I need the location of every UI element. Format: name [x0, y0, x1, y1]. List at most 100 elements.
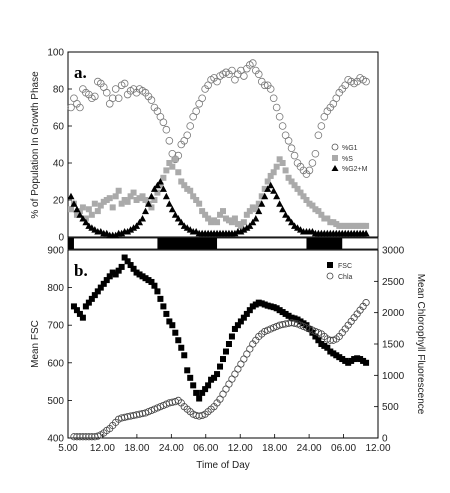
panel-a-g1-point	[272, 103, 281, 112]
panel-b-fsc-point	[187, 374, 194, 381]
panel-b-chla-point	[73, 433, 81, 441]
panel-a-s-point	[288, 178, 295, 185]
panel-b-fsc-point	[231, 325, 238, 332]
panel-a-s-point	[91, 200, 98, 207]
panel-a-s-point	[166, 160, 173, 166]
panel-a-g1-point	[76, 103, 84, 112]
panel-a-s-point	[291, 182, 298, 189]
panel-a-s-point	[273, 163, 280, 170]
panel-a-g1-point	[275, 112, 284, 121]
panel-a-g1-point	[305, 166, 314, 175]
panel-a-g2m-point	[67, 192, 75, 200]
panel-b-chla-point	[284, 319, 293, 327]
panel-b-fsc-point	[127, 262, 134, 269]
panel-a-s-point	[127, 193, 134, 200]
panel-a-g2m-point	[147, 192, 155, 200]
x-tick-label: 24.00	[297, 443, 322, 454]
panel-b-fsc-point	[199, 389, 206, 396]
panel-b-fsc-point	[190, 382, 197, 389]
panel-a-s-point	[282, 167, 289, 174]
panel-a-g2m-point	[112, 231, 120, 239]
panel-a-g1-point	[308, 159, 317, 167]
panel-a-s-point	[178, 178, 185, 185]
legend-fsc-marker	[327, 262, 333, 268]
panel-b-fsc-point	[160, 303, 167, 310]
panel-a-s-point	[193, 197, 200, 203]
panel-a-y-tick-label: 60	[53, 122, 65, 133]
panel-b-fsc-point	[205, 382, 212, 389]
panel-a-s-point	[151, 197, 158, 203]
panel-a-s-point	[187, 187, 194, 194]
panel-a-g1-point	[269, 94, 278, 103]
panel-a-s-point	[130, 189, 137, 196]
panel-a-s-point	[270, 169, 277, 176]
panel-a-s-point	[246, 208, 253, 215]
panel-b-fsc-point	[178, 344, 185, 351]
panel-a-s-point	[279, 160, 286, 166]
panel-b-y-left-tick-label: 500	[47, 396, 64, 407]
panel-b-fsc-point	[106, 273, 113, 280]
panel-a-y-tick-label: 100	[47, 48, 64, 59]
panel-a-s-point	[67, 206, 74, 213]
panel-b-fsc-point	[184, 367, 191, 374]
panel-b-fsc-point	[121, 254, 128, 261]
panel-b-fsc-point	[91, 292, 98, 299]
panel-a-g2m-point	[246, 222, 254, 229]
panel-a-g1-point	[147, 96, 156, 104]
panel-b-fsc-point	[166, 318, 173, 325]
panel-a-s-point	[258, 193, 265, 200]
legend-chla-marker	[326, 272, 334, 280]
panel-a-g1-point	[314, 131, 323, 140]
panel-a-g1-point	[114, 94, 123, 103]
panel-b-chla-point	[85, 433, 93, 441]
panel-a-g1-point	[249, 59, 257, 67]
panel-b-y-right-tick-label: 2000	[382, 308, 405, 319]
x-tick-label: 12.00	[228, 443, 253, 454]
panel-a-s-point	[76, 208, 83, 215]
panel-a-g2m-point	[237, 227, 245, 235]
panel-b-fsc-point	[73, 307, 80, 314]
panel-b-fsc-point	[70, 303, 77, 310]
x-axis-label: Time of Day	[196, 460, 250, 471]
panel-b-chla-point	[362, 299, 370, 307]
legend-chla-label: Chla	[338, 274, 353, 281]
panel-b-fsc-point	[324, 344, 331, 351]
panel-a-s-point	[300, 193, 307, 200]
panel-b-fsc-point	[94, 288, 101, 295]
panel-a-g2m-point	[267, 181, 275, 189]
panel-b-chla-point	[82, 433, 90, 441]
panel-a-s-point	[264, 178, 271, 185]
panel-a-g1-point	[165, 137, 174, 145]
panel-b-fsc-point	[88, 295, 95, 302]
panel-a-g2m-point	[249, 218, 257, 226]
legend-s-label: %S	[342, 156, 353, 163]
panel-a-s-point	[79, 204, 86, 211]
panel-b-fsc-point	[175, 337, 182, 344]
panel-a-s-point	[142, 197, 149, 203]
panel-b-fsc-point	[243, 310, 250, 317]
panel-a-g2m-point	[156, 178, 164, 185]
panel-b-fsc-point	[225, 341, 232, 347]
x-tick-label: 18.00	[124, 443, 149, 454]
panel-b-fsc-point	[211, 374, 218, 381]
panel-a-g2m-point	[130, 224, 138, 231]
panel-a-g1-point	[183, 131, 192, 140]
ticks: 0 20 40 60 80 100 400 500 600 700 800 900 0 500 1000 15…	[47, 48, 404, 455]
panel-a-g2m-point	[252, 215, 260, 222]
panel-a-s-point	[324, 215, 331, 222]
panel-a-marks	[67, 59, 370, 239]
panel-a-g2m-point	[243, 224, 251, 231]
dark-period	[157, 238, 218, 249]
panel-a-s-point	[240, 219, 247, 226]
x-tick-label: 12.00	[365, 443, 390, 454]
panel-b-fsc-point	[217, 363, 224, 370]
panel-b-y-left-tick-label: 400	[47, 434, 64, 445]
panel-a-s-point	[217, 211, 224, 218]
light-dark-bar	[67, 237, 379, 250]
panel-b-fsc-point	[103, 277, 110, 284]
panel-a-s-point	[97, 202, 104, 209]
panel-a-g2m-point	[285, 215, 293, 222]
panel-b-fsc-point	[237, 318, 244, 325]
panel-b-label: b.	[74, 261, 88, 280]
